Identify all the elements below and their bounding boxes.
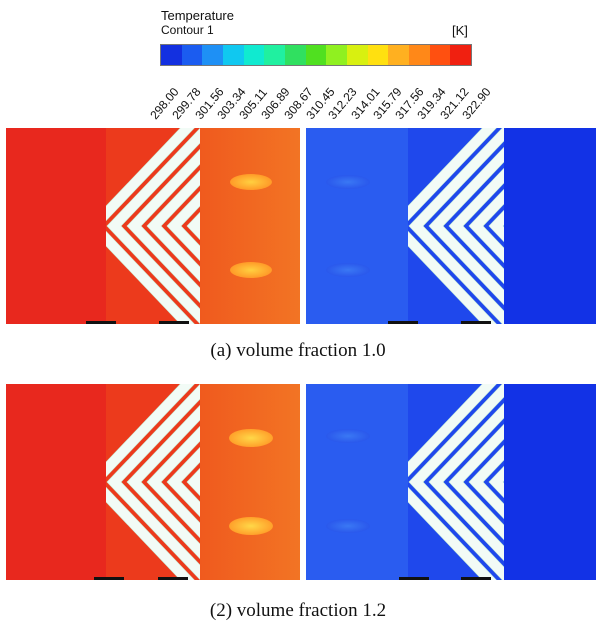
colorbar-segment xyxy=(409,45,430,65)
colorbar-segment xyxy=(243,45,265,65)
hot-side-b xyxy=(6,384,300,580)
chevron-stripe xyxy=(106,384,200,580)
legend-subtitle: Contour 1 xyxy=(161,23,214,37)
chevron-stripe xyxy=(166,190,200,262)
chevron-stripe xyxy=(186,467,200,497)
chevron-stripe xyxy=(468,188,504,264)
scale-bar xyxy=(159,321,189,324)
colorbar-segment xyxy=(450,45,472,65)
chevron-stripe xyxy=(166,446,200,518)
chevron-stripe xyxy=(146,169,200,283)
legend-unit: [K] xyxy=(452,23,468,38)
scale-bar xyxy=(461,577,491,580)
chevron-stripe xyxy=(408,384,497,580)
chevron-stripe xyxy=(448,423,504,541)
cold-spot xyxy=(326,263,370,277)
chevron-stripe xyxy=(408,128,497,324)
chevron-stripe xyxy=(186,211,200,241)
colorbar-segment xyxy=(285,45,306,65)
chevron-stripe xyxy=(408,128,504,324)
chevron-stripe xyxy=(126,404,200,560)
scale-bar xyxy=(388,321,418,324)
cold-spot xyxy=(326,519,370,533)
colorbar-ticks: 298.00 299.78 301.56 303.34 305.11 306.89 308.… xyxy=(147,66,493,122)
hot-spot xyxy=(230,174,272,190)
colorbar-segment xyxy=(388,45,410,65)
chevron-stripes xyxy=(408,128,504,324)
colorbar-segment xyxy=(367,45,389,65)
chevron-stripe xyxy=(448,167,504,285)
chevron-stripe xyxy=(146,425,200,539)
scale-bar xyxy=(94,577,124,580)
scale-bar xyxy=(86,321,116,324)
cold-spot xyxy=(326,175,370,189)
scale-bar xyxy=(399,577,429,580)
hot-spot xyxy=(229,517,273,535)
chevron-stripe xyxy=(428,146,504,306)
legend-title: Temperature xyxy=(161,8,234,23)
scale-bar xyxy=(158,577,188,580)
colorbar-segment xyxy=(429,45,451,65)
colorbar-segment xyxy=(223,45,244,65)
chevron-stripes xyxy=(106,128,200,324)
contour-panel-b xyxy=(6,384,596,580)
scale-bar xyxy=(461,321,491,324)
chevron-stripe xyxy=(428,402,504,562)
chevron-stripe xyxy=(488,465,504,499)
contour-panel-a xyxy=(6,128,596,324)
colorbar-segment xyxy=(202,45,224,65)
caption-b: (2) volume fraction 1.2 xyxy=(209,600,387,621)
colorbar-segment xyxy=(326,45,348,65)
colorbar-segment xyxy=(161,45,182,65)
caption-a: (a) volume fraction 1.0 xyxy=(210,340,386,361)
hot-spot xyxy=(230,262,272,278)
chevron-stripe xyxy=(106,128,200,324)
colorbar xyxy=(160,44,472,66)
hot-spot xyxy=(229,429,273,447)
chevron-stripe xyxy=(106,384,195,580)
colorbar-segment xyxy=(305,45,327,65)
cold-spot xyxy=(326,429,370,443)
colorbar-segment xyxy=(264,45,286,65)
chevron-stripe xyxy=(106,128,195,324)
hot-side-a xyxy=(6,128,300,324)
chevron-stripe xyxy=(126,148,200,304)
chevron-stripe xyxy=(408,384,504,580)
chevron-stripes xyxy=(106,384,200,580)
cold-side-a xyxy=(306,128,596,324)
colorbar-segment xyxy=(181,45,203,65)
chevron-stripe xyxy=(468,444,504,520)
colorbar-segment xyxy=(347,45,368,65)
chevron-stripe xyxy=(488,209,504,243)
chevron-stripes xyxy=(408,384,504,580)
cold-side-b xyxy=(306,384,596,580)
